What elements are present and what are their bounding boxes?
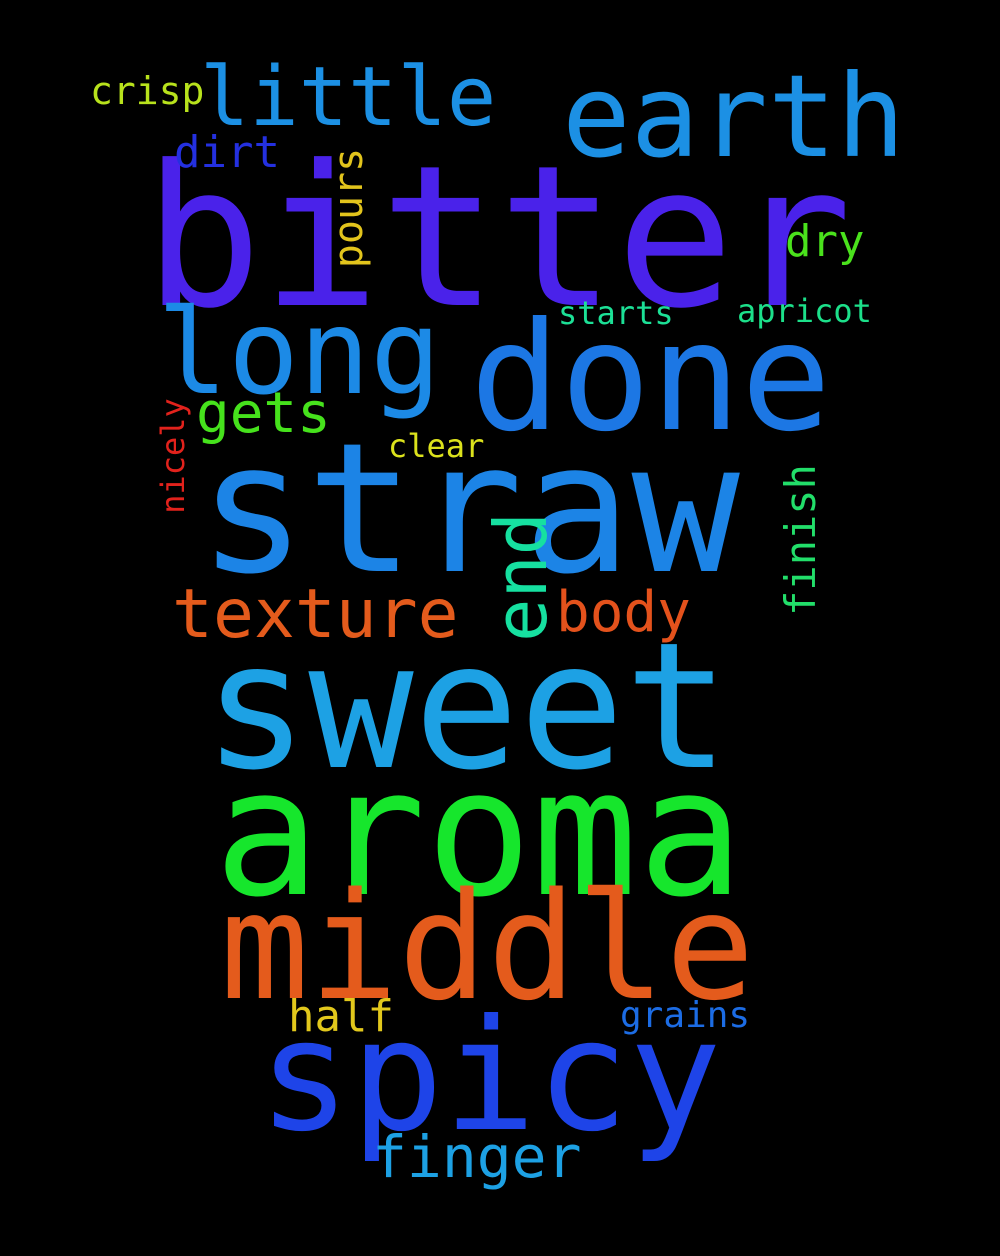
word-straw: straw — [198, 405, 740, 614]
word-clear: clear — [388, 427, 485, 465]
word-done: done — [470, 291, 832, 465]
word-long: long — [157, 283, 442, 421]
word-pours: pours — [326, 147, 373, 269]
word-texture: texture — [172, 575, 459, 654]
word-end: end — [479, 511, 564, 643]
word-sweet: sweet — [203, 606, 730, 809]
word-dirt: dirt — [174, 127, 280, 178]
word-nicely: nicely — [153, 398, 192, 514]
word-finish: finish — [775, 464, 825, 616]
word-body: body — [556, 580, 691, 645]
word-finger: finger — [372, 1123, 582, 1191]
word-grains: grains — [620, 995, 751, 1036]
word-apricot: apricot — [737, 292, 872, 330]
word-middle: middle — [220, 861, 755, 1033]
word-half: half — [288, 991, 394, 1042]
word-little: little — [200, 50, 497, 145]
word-aroma: aroma — [214, 731, 744, 936]
word-starts: starts — [558, 294, 674, 332]
word-gets: gets — [196, 381, 331, 446]
word-earth: earth — [562, 50, 906, 183]
word-spicy: spicy — [258, 987, 722, 1166]
word-dry: dry — [785, 216, 865, 267]
word-crisp: crisp — [90, 69, 205, 113]
word-bitter: bitter — [144, 124, 853, 352]
